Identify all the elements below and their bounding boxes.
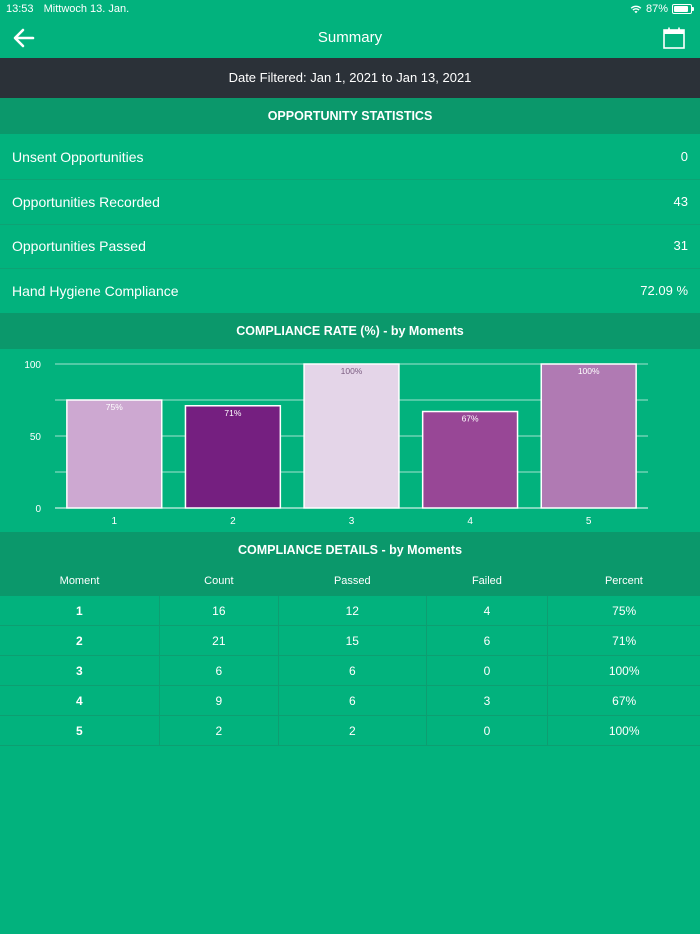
stat-value: 0 [680, 149, 688, 164]
status-bar: 13:53 Mittwoch 13. Jan. 87% [0, 0, 700, 18]
battery-icon [672, 4, 694, 14]
compliance-details-table: Moment Count Passed Failed Percent 1 16 … [0, 566, 700, 746]
column-header: Count [159, 566, 279, 596]
x-tick-label: 2 [230, 516, 236, 527]
count-cell: 21 [159, 625, 280, 656]
bar-chart: 0 50 100 75% 1 71% 2 100% 3 67% 4 100% 5 [24, 360, 648, 527]
bar-data-label: 71% [224, 408, 241, 418]
moment-cell: 2 [0, 625, 160, 656]
bar [184, 405, 282, 509]
stat-value: 31 [673, 238, 688, 253]
x-tick-label: 5 [586, 516, 592, 527]
moment-cell: 3 [0, 655, 160, 686]
table-row: 2 21 15 6 71% [0, 625, 700, 656]
y-tick-label: 50 [30, 432, 42, 443]
count-cell: 2 [159, 715, 280, 746]
date-filter-bar: Date Filtered: Jan 1, 2021 to Jan 13, 20… [0, 58, 700, 98]
x-tick-label: 4 [467, 516, 473, 527]
count-cell: 6 [159, 655, 280, 686]
count-cell: 16 [159, 596, 280, 626]
passed-cell: 2 [278, 715, 427, 746]
status-date: Mittwoch 13. Jan. [43, 3, 130, 15]
moment-cell: 1 [0, 596, 160, 626]
percent-cell: 100% [547, 715, 700, 746]
stat-label: Hand Hygiene Compliance [12, 283, 179, 299]
column-header: Passed [278, 566, 427, 596]
table-header-row: Moment Count Passed Failed Percent [0, 566, 700, 596]
moment-cell: 5 [0, 715, 160, 746]
table-row: 4 9 6 3 67% [0, 685, 700, 716]
failed-cell: 4 [426, 596, 549, 626]
status-left: 13:53 Mittwoch 13. Jan. [6, 0, 136, 18]
percent-cell: 67% [547, 685, 700, 716]
table-row: 5 2 2 0 100% [0, 715, 700, 746]
failed-cell: 0 [426, 715, 549, 746]
stat-value: 43 [673, 194, 688, 209]
bar-data-label: 67% [462, 414, 479, 424]
bar-data-label: 100% [341, 366, 363, 376]
percent-cell: 71% [547, 625, 700, 656]
compliance-rate-chart: 0 50 100 75% 1 71% 2 100% 3 67% 4 100% 5 [0, 348, 700, 532]
wifi-icon [630, 5, 642, 14]
stat-row-unsent: Unsent Opportunities 0 [0, 135, 700, 180]
moment-cell: 4 [0, 685, 160, 716]
bar [540, 363, 637, 509]
column-header: Percent [547, 566, 700, 596]
bar [66, 399, 163, 509]
battery-percent: 87% [645, 3, 668, 15]
arrow-left-icon[interactable] [12, 26, 36, 50]
bar-data-label: 100% [578, 366, 600, 376]
page-title: Summary [317, 29, 383, 46]
column-header: Moment [0, 566, 160, 596]
bar [421, 410, 519, 509]
y-tick-label: 100 [24, 360, 41, 371]
stat-label: Opportunities Recorded [12, 194, 160, 210]
stat-row-passed: Opportunities Passed 31 [0, 224, 700, 269]
bar [303, 363, 400, 509]
stat-value: 72.09 % [640, 283, 688, 298]
compliance-rate-header: COMPLIANCE RATE (%) - by Moments [0, 313, 700, 349]
column-header: Failed [426, 566, 548, 596]
compliance-details-header: COMPLIANCE DETAILS - by Moments [0, 532, 700, 568]
x-tick-label: 3 [349, 516, 355, 527]
stat-label: Opportunities Passed [12, 238, 146, 254]
calendar-icon[interactable] [662, 26, 686, 50]
passed-cell: 12 [278, 596, 427, 626]
failed-cell: 0 [426, 655, 549, 686]
x-tick-label: 1 [112, 516, 118, 527]
opportunity-statistics-header: OPPORTUNITY STATISTICS [0, 98, 700, 134]
table-row: 3 6 6 0 100% [0, 655, 700, 686]
stat-label: Unsent Opportunities [12, 149, 144, 165]
status-time: 13:53 [6, 3, 34, 15]
status-right: 87% [630, 0, 694, 18]
passed-cell: 15 [278, 625, 427, 656]
percent-cell: 75% [547, 596, 700, 626]
percent-cell: 100% [547, 655, 700, 686]
failed-cell: 3 [426, 685, 549, 716]
failed-cell: 6 [426, 625, 549, 656]
passed-cell: 6 [278, 655, 427, 686]
bar-data-label: 75% [106, 402, 123, 412]
count-cell: 9 [159, 685, 280, 716]
table-row: 1 16 12 4 75% [0, 596, 700, 626]
y-tick-label: 0 [35, 504, 41, 515]
nav-bar: Summary [0, 18, 700, 58]
stat-row-recorded: Opportunities Recorded 43 [0, 180, 700, 225]
passed-cell: 6 [278, 685, 427, 716]
stat-row-compliance: Hand Hygiene Compliance 72.09 % [0, 269, 700, 314]
